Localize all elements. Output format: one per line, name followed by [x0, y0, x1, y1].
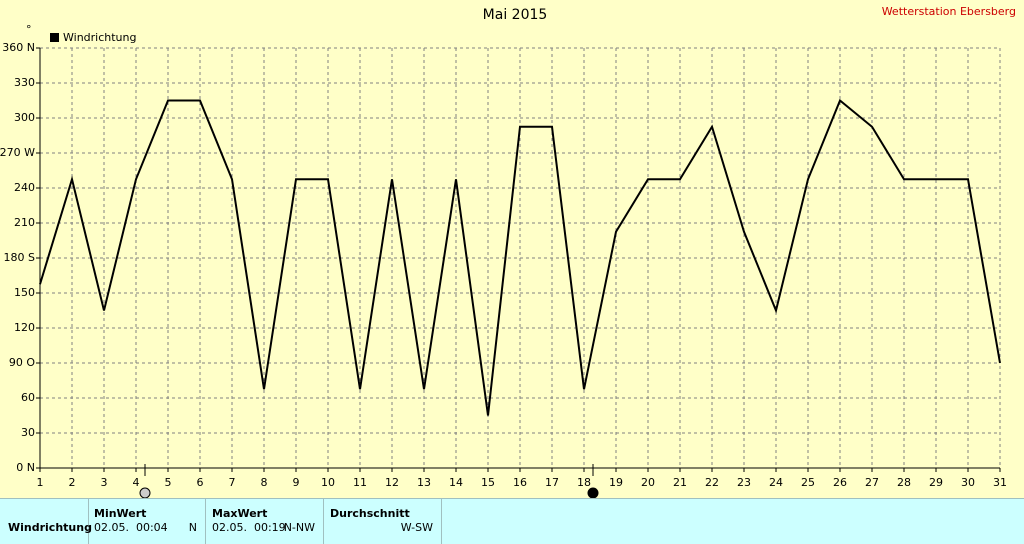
- y-tick-label: 180 S: [4, 251, 35, 264]
- x-tick-label: 15: [481, 476, 495, 489]
- x-tick-label: 4: [133, 476, 140, 489]
- min-direction: N: [188, 521, 197, 534]
- x-tick-label: 19: [609, 476, 623, 489]
- x-tick-label: 26: [833, 476, 847, 489]
- x-tick-label: 24: [769, 476, 783, 489]
- y-tick-label: 300: [14, 111, 35, 124]
- data-line: [39, 98, 1001, 416]
- x-tick-label: 22: [705, 476, 719, 489]
- x-tick-label: 23: [737, 476, 751, 489]
- x-tick-label: 25: [801, 476, 815, 489]
- column-header: Durchschnitt: [330, 507, 410, 520]
- x-tick-label: 1: [37, 476, 44, 489]
- x-tick-label: 12: [385, 476, 399, 489]
- row-label: Windrichtung: [8, 521, 92, 534]
- max-direction: N-NW: [283, 521, 315, 534]
- x-tick-label: 11: [353, 476, 367, 489]
- x-tick-label: 13: [417, 476, 431, 489]
- x-tick-label: 16: [513, 476, 527, 489]
- column-header: MinWert: [94, 507, 147, 520]
- y-tick-label: 0 N: [16, 461, 35, 474]
- y-tick-label: 30: [21, 426, 35, 439]
- x-tick-label: 21: [673, 476, 687, 489]
- cursor-handle[interactable]: [587, 487, 599, 498]
- min-time: 02.05. 00:04: [94, 521, 168, 534]
- max-cell: MaxWert 02.05. 00:19 N-NW: [206, 499, 324, 544]
- legend-label: Windrichtung: [63, 31, 136, 44]
- x-tick-label: 17: [545, 476, 559, 489]
- summary-panel: Windrichtung MinWert 02.05. 00:04 N MaxW…: [0, 498, 1024, 544]
- cursor-handle[interactable]: [139, 487, 151, 498]
- chart-title: Mai 2015: [483, 7, 548, 23]
- min-cell: MinWert 02.05. 00:04 N: [89, 499, 206, 544]
- x-tick-label: 18: [577, 476, 591, 489]
- chart: Mai 2015 Wetterstation Ebersberg ° Windr…: [0, 5, 1016, 498]
- x-tick-label: 31: [993, 476, 1007, 489]
- column-header: MaxWert: [212, 507, 268, 520]
- x-tick-label: 28: [897, 476, 911, 489]
- y-tick-label: 240: [14, 181, 35, 194]
- y-tick-label: 360 N: [2, 41, 35, 54]
- legend-swatch: [50, 33, 59, 42]
- max-time: 02.05. 00:19: [212, 521, 286, 534]
- x-tick-label: 9: [293, 476, 300, 489]
- y-tick-label: 120: [14, 321, 35, 334]
- y-tick-label: 270 W: [0, 146, 35, 159]
- x-tick-label: 10: [321, 476, 335, 489]
- x-tick-label: 8: [261, 476, 268, 489]
- y-tick-label: 60: [21, 391, 35, 404]
- x-tick-label: 3: [101, 476, 108, 489]
- x-tick-label: 5: [165, 476, 172, 489]
- x-tick-label: 29: [929, 476, 943, 489]
- y-tick-label: 150: [14, 286, 35, 299]
- row-label-cell: Windrichtung: [0, 499, 92, 544]
- x-tick-label: 6: [197, 476, 204, 489]
- y-unit: °: [26, 23, 32, 36]
- x-tick-label: 20: [641, 476, 655, 489]
- x-tick-label: 27: [865, 476, 879, 489]
- x-tick-label: 14: [449, 476, 463, 489]
- avg-cell: Durchschnitt W-SW: [324, 499, 442, 544]
- y-tick-label: 210: [14, 216, 35, 229]
- y-tick-label: 330: [14, 76, 35, 89]
- y-tick-label: 90 O: [9, 356, 35, 369]
- average-direction: W-SW: [400, 521, 433, 534]
- x-tick-label: 2: [69, 476, 76, 489]
- station-name: Wetterstation Ebersberg: [882, 5, 1016, 18]
- x-tick-label: 30: [961, 476, 975, 489]
- x-tick-label: 7: [229, 476, 236, 489]
